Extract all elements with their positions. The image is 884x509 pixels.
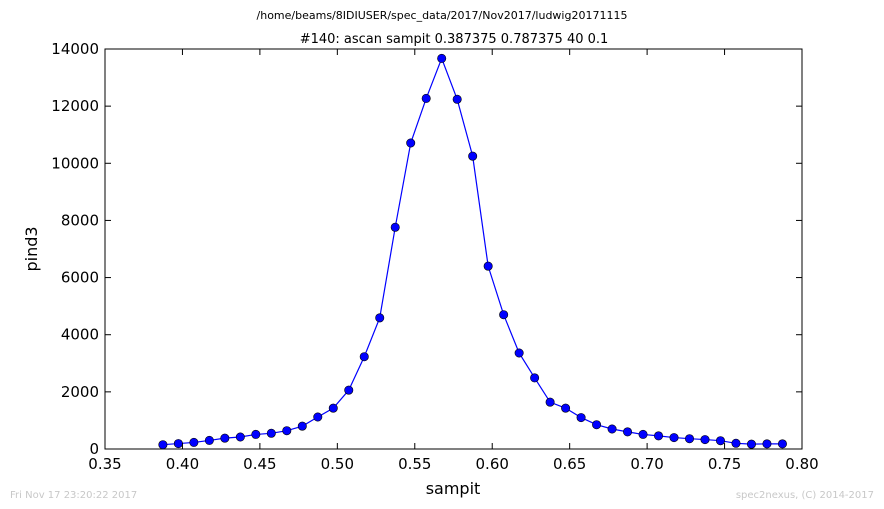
x-tick-label: 0.80	[785, 455, 818, 473]
suptitle: /home/beams/8IDIUSER/spec_data/2017/Nov2…	[257, 9, 628, 22]
data-point	[468, 151, 478, 161]
footer-credit: spec2nexus, (C) 2014-2017	[736, 490, 874, 501]
data-point	[266, 428, 276, 438]
x-tick-label: 0.50	[321, 455, 354, 473]
y-tick-label: 8000	[61, 211, 99, 229]
data-point	[406, 138, 416, 148]
data-point	[561, 403, 571, 413]
data-point	[375, 313, 385, 323]
data-point	[421, 93, 431, 103]
data-point	[715, 436, 725, 446]
data-point	[530, 373, 540, 383]
x-tick-label: 0.60	[476, 455, 509, 473]
data-point	[328, 403, 338, 413]
x-tick-label: 0.35	[88, 455, 121, 473]
series-line	[162, 56, 783, 446]
data-point	[685, 434, 695, 444]
data-point	[654, 431, 664, 441]
data-point	[282, 426, 292, 436]
data-point	[173, 439, 183, 449]
x-tick-label: 0.45	[243, 455, 276, 473]
data-point	[452, 94, 462, 104]
x-tick-label: 0.55	[398, 455, 431, 473]
plot-frame	[104, 48, 803, 450]
x-tick-label: 0.65	[553, 455, 586, 473]
data-point	[607, 424, 617, 434]
data-point	[158, 440, 168, 450]
data-point	[297, 421, 307, 431]
data-point	[344, 385, 354, 395]
x-tick-label: 0.75	[708, 455, 741, 473]
y-tick-label: 2000	[61, 383, 99, 401]
data-point	[545, 397, 555, 407]
data-point	[623, 427, 633, 437]
chart-title: #140: ascan sampit 0.387375 0.787375 40 …	[300, 32, 609, 47]
y-tick-label: 4000	[61, 326, 99, 344]
y-tick-label: 10000	[51, 154, 99, 172]
data-point	[746, 439, 756, 449]
data-point	[437, 53, 447, 63]
y-tick-label: 14000	[51, 40, 99, 58]
data-point	[576, 413, 586, 423]
data-point	[359, 352, 369, 362]
data-point	[235, 432, 245, 442]
data-point	[762, 439, 772, 449]
y-tick-label: 0	[89, 440, 99, 458]
y-axis-label: pind3	[22, 226, 41, 271]
data-point	[777, 439, 787, 449]
data-point	[514, 348, 524, 358]
y-tick-label: 12000	[51, 97, 99, 115]
data-point	[251, 429, 261, 439]
data-point	[700, 435, 710, 445]
data-point	[204, 435, 214, 445]
data-point	[220, 433, 230, 443]
data-point	[499, 310, 509, 320]
x-tick-label: 0.70	[630, 455, 663, 473]
data-point	[189, 437, 199, 447]
x-axis-label: sampit	[426, 479, 481, 498]
x-tick-label: 0.40	[166, 455, 199, 473]
data-point	[592, 420, 602, 430]
data-point	[669, 433, 679, 443]
data-point	[313, 412, 323, 422]
data-point	[731, 438, 741, 448]
footer-timestamp: Fri Nov 17 23:20:22 2017	[10, 490, 137, 501]
data-point	[390, 222, 400, 232]
y-tick-label: 6000	[61, 269, 99, 287]
data-point	[483, 261, 493, 271]
data-point	[638, 429, 648, 439]
